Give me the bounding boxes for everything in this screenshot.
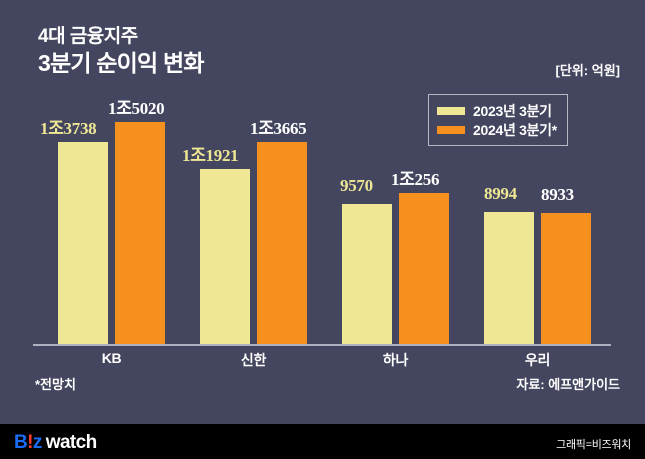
graphic-credit: 그래픽=비즈워치 xyxy=(556,439,631,451)
footer-bar: B!z watch 그래픽=비즈워치 xyxy=(0,424,645,459)
bar-shinhan-2023 xyxy=(200,169,250,344)
category-label-shinhan: 신한 xyxy=(240,352,267,368)
unit-note: [단위: 억원] xyxy=(555,63,620,78)
bar-kb-2024 xyxy=(115,122,165,344)
logo-letter-b: B xyxy=(14,432,28,453)
category-label-woori: 우리 xyxy=(524,352,551,368)
bizwatch-logo: B!z watch xyxy=(14,433,97,452)
legend-label-2023: 2023년 3분기 xyxy=(473,102,552,119)
bar-hana-2023 xyxy=(342,204,392,344)
logo-word-watch: watch xyxy=(45,432,97,453)
bar-label-woori-2024: 8933 xyxy=(541,185,574,204)
bar-label-woori-2023: 8994 xyxy=(484,184,517,203)
footnote-forecast: *전망치 xyxy=(35,377,76,392)
logo-letter-z: z xyxy=(32,432,43,453)
legend-label-2024: 2024년 3분기* xyxy=(473,121,557,138)
legend-item-2024: 2024년 3분기* xyxy=(437,120,557,139)
category-label-kb: KB xyxy=(101,350,122,366)
legend-item-2023: 2023년 3분기 xyxy=(437,101,557,120)
bar-hana-2024 xyxy=(399,193,449,344)
page-title: 4대 금융지주 3분기 순이익 변화 xyxy=(38,26,205,77)
bar-kb-2023 xyxy=(58,142,108,344)
legend-swatch-2023 xyxy=(437,106,465,115)
title-line-1: 4대 금융지주 xyxy=(38,26,138,47)
x-axis-line xyxy=(33,344,611,346)
bar-label-hana-2024: 1조256 xyxy=(391,170,440,189)
bar-woori-2024 xyxy=(541,213,591,344)
bar-label-shinhan-2023: 1조1921 xyxy=(182,146,239,165)
bar-label-hana-2023: 9570 xyxy=(340,176,373,195)
legend-swatch-2024 xyxy=(437,125,465,134)
bar-woori-2023 xyxy=(484,212,534,344)
logo-exclamation-icon: ! xyxy=(27,432,33,453)
bar-label-kb-2024: 1조5020 xyxy=(108,99,165,118)
footnote-source: 자료: 에프앤가이드 xyxy=(516,377,620,392)
category-label-hana: 하나 xyxy=(382,352,409,368)
chart-legend: 2023년 3분기 2024년 3분기* xyxy=(428,94,568,146)
title-line-2: 3분기 순이익 변화 xyxy=(38,50,205,76)
bar-shinhan-2024 xyxy=(257,142,307,344)
bar-label-shinhan-2024: 1조3665 xyxy=(250,119,307,138)
bar-label-kb-2023: 1조3738 xyxy=(40,119,97,138)
